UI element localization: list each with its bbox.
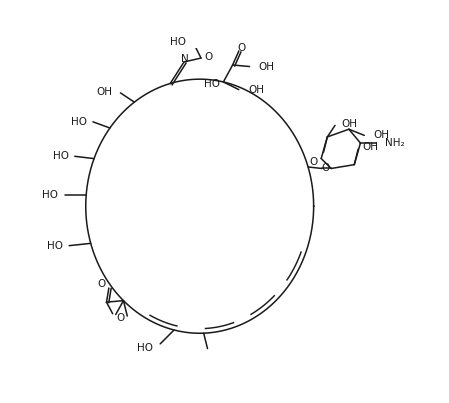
- Text: O: O: [321, 163, 330, 173]
- Text: HO: HO: [43, 190, 58, 200]
- Text: HO: HO: [170, 37, 185, 47]
- Text: OH: OH: [341, 119, 357, 129]
- Text: O: O: [97, 279, 106, 289]
- Text: OH: OH: [248, 85, 264, 95]
- Text: NH₂: NH₂: [385, 138, 405, 148]
- Text: HO: HO: [47, 241, 63, 251]
- Text: HO: HO: [53, 151, 69, 161]
- Text: OH: OH: [259, 62, 275, 72]
- Text: OH: OH: [97, 87, 113, 97]
- Text: OH: OH: [362, 142, 378, 152]
- Text: OH: OH: [374, 131, 390, 140]
- Text: O: O: [237, 43, 245, 53]
- Text: HO: HO: [203, 79, 220, 89]
- Text: O: O: [205, 52, 213, 62]
- Text: HO: HO: [136, 343, 153, 353]
- Text: N: N: [181, 54, 189, 64]
- Text: O: O: [116, 313, 125, 322]
- Text: HO: HO: [71, 117, 87, 127]
- Text: O: O: [310, 156, 318, 166]
